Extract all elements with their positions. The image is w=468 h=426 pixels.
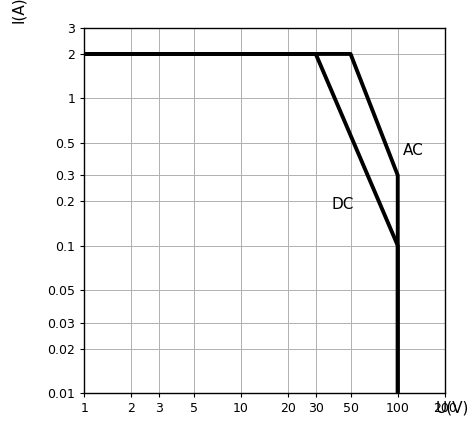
Text: DC: DC (332, 197, 354, 212)
Text: AC: AC (403, 143, 424, 158)
X-axis label: U(V): U(V) (436, 400, 468, 415)
Y-axis label: I(A): I(A) (11, 0, 26, 23)
